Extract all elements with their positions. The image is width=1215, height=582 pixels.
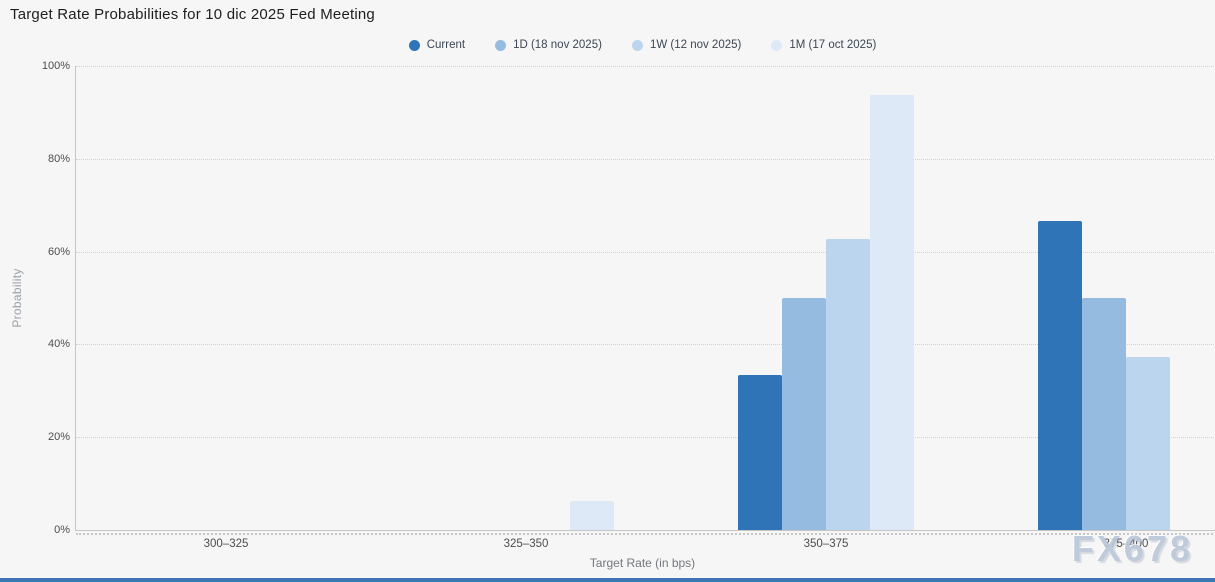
legend: Current 1D (18 nov 2025) 1W (12 nov 2025) 1… [75,36,1210,54]
legend-label: 1M (17 oct 2025) [789,39,877,51]
legend-marker-icon [495,39,507,51]
y-tick-label: 40% [47,338,70,351]
plot-area: 0% 20% 40% 60% 80% 100% 300–325 325–350 350–375 3… [42,60,1215,550]
gridline-100% [76,66,1215,67]
y-tick-label: 100% [41,60,70,72]
bar-1w-350–375 [826,239,870,530]
legend-item-1m[interactable]: 1M (17 oct 2025) [771,39,876,51]
x-tick-label: 350–375 [803,538,849,550]
bar-group-325–350 [376,66,676,530]
gridline-40% [76,344,1215,346]
watermark: FX678 [1071,528,1193,569]
legend-label: 1D (18 nov 2025) [513,39,602,51]
legend-item-current[interactable]: Current [408,39,466,51]
x-tick-label: 325–350 [503,538,549,550]
legend-item-1w[interactable]: 1W (12 nov 2025) [631,39,742,51]
chart-title: Target Rate Probabilities for 10 dic 202… [10,6,375,23]
bar-current-350–375 [738,375,782,530]
gridline-20% [76,437,1215,439]
x-tick-label: 375–400 [1103,538,1149,550]
x-tick-label: 300–325 [203,538,249,550]
legend-label: Current [426,39,466,51]
bottom-accent-bar [0,578,1215,582]
bar-group-375–400 [976,66,1215,530]
legend-marker-icon [771,39,783,51]
bar-1w-375–400 [1126,357,1170,530]
gridline-60% [76,251,1215,253]
y-tick-label: 20% [47,431,70,444]
x-axis-minor-ticks [76,533,1215,535]
legend-marker-icon [408,39,420,51]
y-tick-label: 60% [47,245,70,258]
legend-marker-icon [631,39,643,51]
y-tick-label: 80% [47,152,70,165]
x-axis-title: Target Rate (in bps) [589,556,696,570]
bar-1m-350–375 [870,95,914,530]
bar-1d-350–375 [782,298,826,530]
gridline-80% [76,158,1215,160]
bar-group-300–325 [76,66,376,530]
y-tick-label: 0% [54,524,70,536]
y-axis-title: Probability [10,268,24,328]
legend-item-1d[interactable]: 1D (18 nov 2025) [495,39,602,51]
bar-1d-375–400 [1082,298,1126,530]
bar-1m-325–350 [570,501,614,530]
legend-label: 1W (12 nov 2025) [649,39,742,51]
bar-group-350–375 [676,66,976,530]
bar-current-375–400 [1038,221,1082,530]
